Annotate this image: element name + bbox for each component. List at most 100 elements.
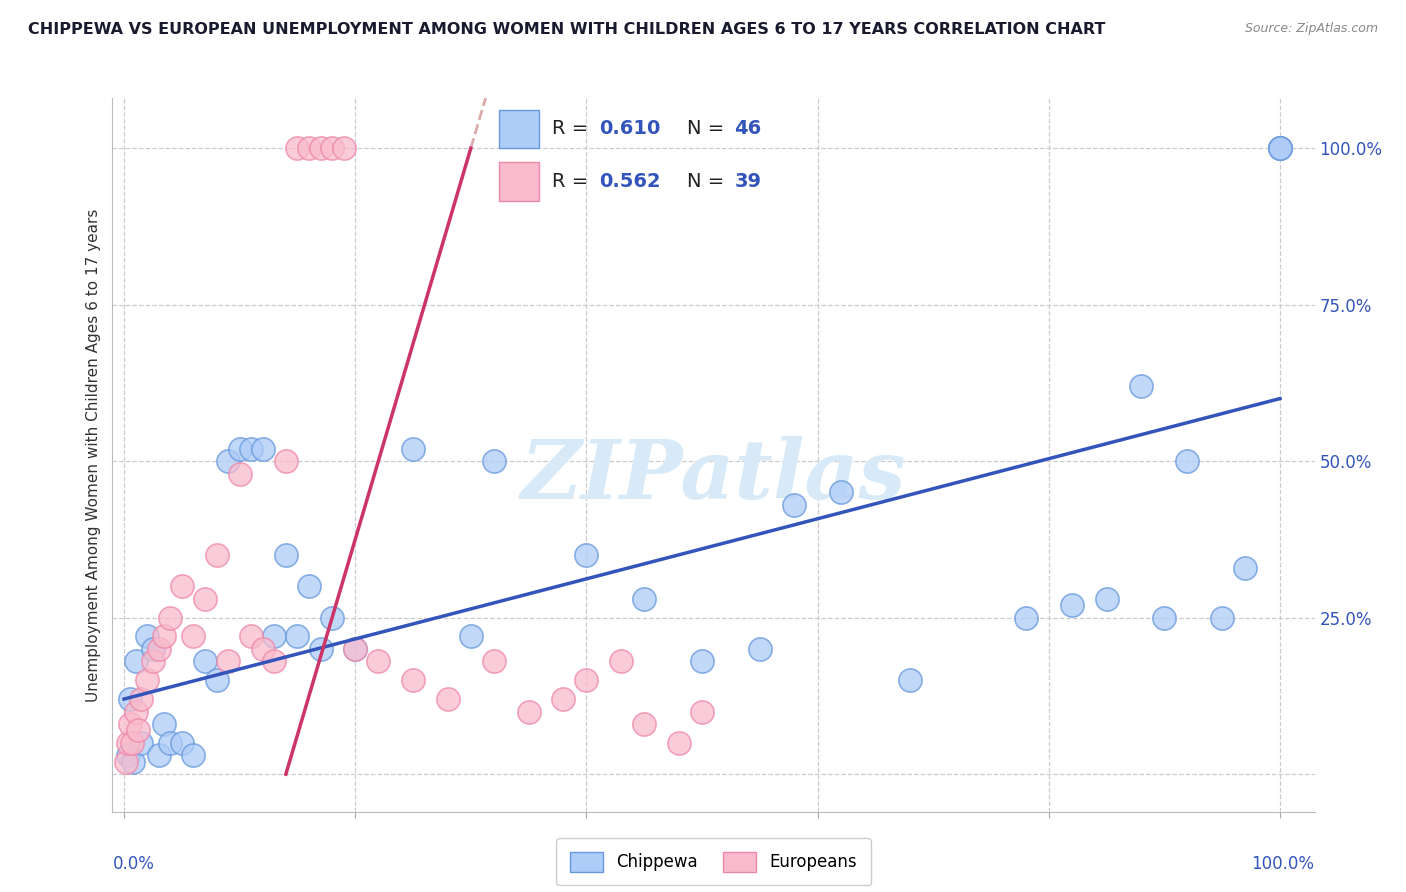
- Point: [1268, 141, 1291, 155]
- Point: [217, 454, 239, 468]
- Point: [121, 736, 143, 750]
- Point: [183, 630, 205, 644]
- Point: [898, 673, 921, 688]
- Text: 39: 39: [734, 172, 761, 191]
- Point: [240, 442, 263, 456]
- Point: [205, 673, 228, 688]
- Point: [690, 655, 713, 669]
- Point: [274, 454, 297, 468]
- Point: [122, 755, 145, 769]
- Point: [309, 141, 332, 155]
- Point: [1153, 610, 1175, 624]
- Point: [117, 736, 139, 750]
- Point: [610, 655, 633, 669]
- Point: [287, 630, 309, 644]
- Point: [517, 705, 540, 719]
- Y-axis label: Unemployment Among Women with Children Ages 6 to 17 years: Unemployment Among Women with Children A…: [86, 208, 101, 702]
- Point: [118, 692, 141, 706]
- Point: [127, 723, 149, 738]
- Point: [1095, 591, 1118, 606]
- Point: [115, 755, 138, 769]
- Point: [1268, 141, 1291, 155]
- Point: [1130, 379, 1153, 393]
- Point: [287, 141, 309, 155]
- Point: [217, 655, 239, 669]
- Point: [321, 141, 343, 155]
- Point: [228, 467, 250, 481]
- Point: [298, 141, 321, 155]
- Point: [153, 630, 176, 644]
- Point: [830, 485, 852, 500]
- Point: [748, 642, 770, 657]
- Point: [298, 579, 321, 593]
- Text: 0.610: 0.610: [599, 120, 661, 138]
- Point: [252, 642, 274, 657]
- Point: [575, 548, 598, 562]
- Point: [1177, 454, 1199, 468]
- Point: [344, 642, 367, 657]
- Text: 100.0%: 100.0%: [1251, 855, 1315, 872]
- Text: R =: R =: [553, 120, 595, 138]
- Text: ZIPatlas: ZIPatlas: [520, 436, 907, 516]
- Point: [402, 673, 425, 688]
- Point: [148, 642, 170, 657]
- Point: [131, 736, 153, 750]
- Point: [1234, 560, 1257, 574]
- Point: [460, 630, 482, 644]
- Point: [205, 548, 228, 562]
- Point: [136, 630, 159, 644]
- Point: [153, 717, 176, 731]
- Point: [263, 655, 285, 669]
- Point: [159, 736, 181, 750]
- Point: [170, 579, 193, 593]
- Point: [1211, 610, 1233, 624]
- Point: [274, 548, 297, 562]
- Point: [148, 748, 170, 763]
- Point: [402, 442, 425, 456]
- Point: [142, 642, 165, 657]
- Point: [194, 591, 217, 606]
- Point: [228, 442, 250, 456]
- Text: Source: ZipAtlas.com: Source: ZipAtlas.com: [1244, 22, 1378, 36]
- Point: [690, 705, 713, 719]
- Point: [194, 655, 217, 669]
- Point: [1268, 141, 1291, 155]
- Text: 0.0%: 0.0%: [112, 855, 155, 872]
- Point: [575, 673, 598, 688]
- Point: [436, 692, 458, 706]
- FancyBboxPatch shape: [499, 110, 538, 148]
- Text: N =: N =: [688, 120, 731, 138]
- Point: [309, 642, 332, 657]
- Point: [131, 692, 153, 706]
- Point: [124, 705, 146, 719]
- Legend: Chippewa, Europeans: Chippewa, Europeans: [557, 838, 870, 886]
- Text: 46: 46: [734, 120, 762, 138]
- Point: [136, 673, 159, 688]
- Point: [183, 748, 205, 763]
- Text: CHIPPEWA VS EUROPEAN UNEMPLOYMENT AMONG WOMEN WITH CHILDREN AGES 6 TO 17 YEARS C: CHIPPEWA VS EUROPEAN UNEMPLOYMENT AMONG …: [28, 22, 1105, 37]
- Point: [170, 736, 193, 750]
- Point: [124, 655, 146, 669]
- Point: [783, 498, 806, 512]
- Point: [117, 748, 139, 763]
- Point: [240, 630, 263, 644]
- Point: [482, 454, 505, 468]
- Text: N =: N =: [688, 172, 731, 191]
- Point: [553, 692, 575, 706]
- FancyBboxPatch shape: [499, 162, 538, 201]
- Point: [159, 610, 181, 624]
- Point: [633, 591, 655, 606]
- Point: [142, 655, 165, 669]
- Point: [252, 442, 274, 456]
- Point: [263, 630, 285, 644]
- Point: [633, 717, 655, 731]
- Point: [344, 642, 367, 657]
- Point: [367, 655, 389, 669]
- Point: [332, 141, 354, 155]
- Point: [1060, 598, 1083, 612]
- Point: [1014, 610, 1036, 624]
- Point: [668, 736, 690, 750]
- Text: R =: R =: [553, 172, 595, 191]
- Point: [118, 717, 141, 731]
- Text: 0.562: 0.562: [599, 172, 661, 191]
